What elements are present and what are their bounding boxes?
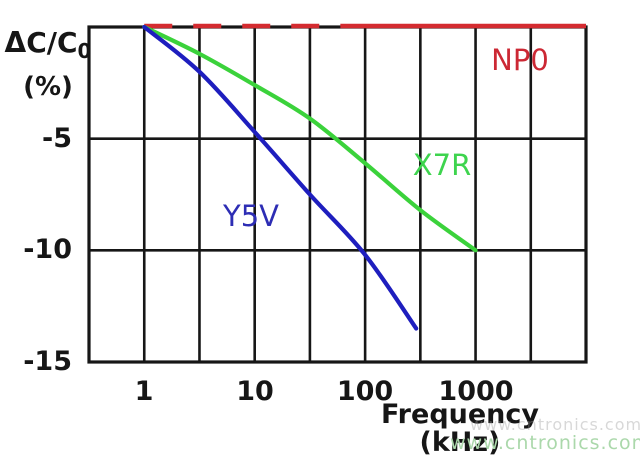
watermark-ghost: www.cntronics.com [470, 415, 640, 434]
y-axis-title-text: ΔC/C [4, 26, 78, 59]
y-tick-label-minus10: -10 [23, 234, 72, 265]
x-tick-label-10: 10 [236, 376, 274, 407]
x-tick-label-1: 1 [134, 376, 154, 407]
x-axis-title: Frequency (kHz) [380, 399, 540, 458]
y-tick-label-minus15: -15 [23, 346, 72, 377]
y-tick-label-minus5: -5 [42, 123, 72, 154]
series-label-y5v: Y5V [222, 199, 279, 233]
y-axis-title: ΔC/C0 [4, 26, 92, 63]
x-tick-label-1000: 1000 [438, 376, 514, 407]
series-y5v-curve [142, 24, 419, 331]
y-axis-unit-label: (%) [23, 72, 73, 102]
y-axis-title-subscript: 0 [77, 39, 92, 63]
plot-border [87, 25, 588, 364]
series-label-np0: NP0 [491, 43, 549, 77]
series-label-x7r: X7R [412, 148, 472, 182]
x-tick-label-100: 100 [336, 376, 394, 407]
series-x7r-curve [142, 24, 478, 253]
watermark: www.cntronics.com [450, 432, 640, 454]
